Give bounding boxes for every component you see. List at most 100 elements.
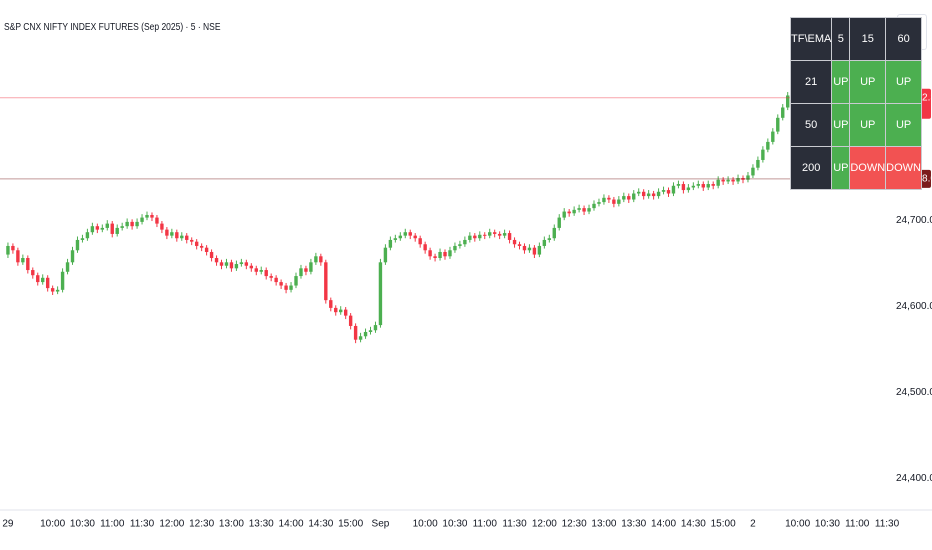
candle-body xyxy=(726,179,730,182)
candle-body xyxy=(348,315,353,326)
candle-body xyxy=(264,270,268,277)
table-cell: 50 xyxy=(789,103,833,147)
candle-body xyxy=(572,209,576,214)
candle-body xyxy=(423,244,427,251)
candle-body xyxy=(190,239,194,242)
ema-table: TF\EMA 5 15 60 21 UP UP UP 50 UP UP UP 2… xyxy=(789,17,922,190)
candle-body xyxy=(85,232,90,239)
candle-body xyxy=(646,193,651,197)
table-cell: UP xyxy=(831,103,851,147)
candle-body xyxy=(31,270,35,276)
table-cell: UP xyxy=(849,60,887,104)
x-tick-label: 11:00 xyxy=(845,519,870,530)
candle-body xyxy=(641,191,646,197)
table-cell: UP xyxy=(831,146,851,190)
candle-body xyxy=(676,184,681,186)
table-cell: 200 xyxy=(789,146,833,190)
candle-body xyxy=(612,199,616,204)
x-tick-label: 13:30 xyxy=(621,519,646,530)
candle-body xyxy=(36,275,40,283)
x-tick-label: 12:00 xyxy=(532,519,557,530)
candle-body xyxy=(11,245,15,251)
candle-body xyxy=(547,238,552,240)
x-tick-label: 2 xyxy=(750,519,756,530)
candle-body xyxy=(339,309,343,313)
candle-body xyxy=(492,232,497,234)
candle-body xyxy=(478,234,482,239)
candle-body xyxy=(418,238,422,245)
candle-body xyxy=(289,285,293,290)
x-tick-label: 14:00 xyxy=(279,519,304,530)
candle-body xyxy=(438,251,442,259)
candle-body xyxy=(26,258,30,271)
candle-body xyxy=(398,235,403,239)
candle-body xyxy=(254,268,258,272)
x-tick-label: Sep xyxy=(372,519,390,530)
x-tick-label: 11:00 xyxy=(100,519,125,530)
candle-body xyxy=(16,250,20,263)
candle-body xyxy=(666,190,671,194)
candle-body xyxy=(175,232,179,239)
candle-body xyxy=(324,262,328,301)
candle-body xyxy=(125,221,129,227)
candle-body xyxy=(329,300,333,308)
candle-body xyxy=(150,215,154,218)
candle-body xyxy=(75,239,80,251)
candle-body xyxy=(607,197,611,200)
candle-body xyxy=(110,223,114,234)
candle-body xyxy=(343,309,348,316)
candle-body xyxy=(65,262,70,272)
x-tick-label: 10:00 xyxy=(413,519,438,530)
candle-body xyxy=(622,196,626,200)
candle-body xyxy=(542,239,547,246)
candle-body xyxy=(602,197,606,203)
candle-body xyxy=(204,247,209,252)
candle-body xyxy=(294,276,298,286)
candle-body xyxy=(274,277,278,283)
candle-body xyxy=(170,232,174,236)
candle-body xyxy=(592,203,596,209)
candle-body xyxy=(691,185,696,188)
x-tick-label: 15:00 xyxy=(711,519,736,530)
candle-body xyxy=(279,282,283,286)
candle-body xyxy=(617,199,621,204)
candle-body xyxy=(155,217,159,224)
candle-body xyxy=(165,229,169,236)
x-tick-label: 12:00 xyxy=(159,519,184,530)
candle-body xyxy=(334,307,338,313)
x-tick-label: 13:00 xyxy=(219,519,244,530)
table-cell: DOWN xyxy=(849,146,887,190)
candle-body xyxy=(403,232,407,236)
candle-body xyxy=(373,325,378,331)
candle-body xyxy=(597,202,601,204)
candle-body xyxy=(696,184,701,186)
candle-body xyxy=(90,226,95,233)
candle-body xyxy=(140,217,144,222)
x-tick-label: 13:30 xyxy=(249,519,274,530)
candle-body xyxy=(199,245,204,248)
x-tick-label: 11:00 xyxy=(473,519,498,530)
y-tick-label: 24,600.00 xyxy=(896,301,932,312)
candle-body xyxy=(443,251,447,257)
candle-body xyxy=(284,285,288,290)
candle-body xyxy=(209,251,214,259)
x-tick-label: 29 xyxy=(2,519,14,530)
candle-body xyxy=(448,250,452,257)
table-header: TF\EMA xyxy=(789,17,833,61)
candle-body xyxy=(393,238,398,240)
candle-body xyxy=(517,244,522,246)
x-tick-label: 13:00 xyxy=(591,519,616,530)
candle-body xyxy=(319,256,323,263)
candle-body xyxy=(378,262,383,326)
candle-body xyxy=(721,179,725,182)
x-tick-label: 11:30 xyxy=(130,519,155,530)
x-tick-label: 14:30 xyxy=(681,519,706,530)
x-tick-label: 11:30 xyxy=(502,519,527,530)
candle-body xyxy=(363,331,368,337)
candle-body xyxy=(314,256,318,263)
table-cell: 21 xyxy=(789,60,833,104)
candle-body xyxy=(130,221,134,227)
x-tick-label: 10:00 xyxy=(785,519,810,530)
candle-body xyxy=(45,277,50,289)
